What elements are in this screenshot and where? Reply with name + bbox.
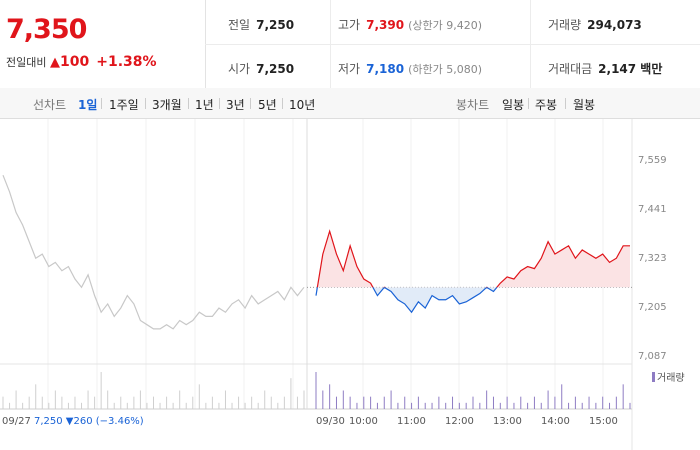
prev-day-date: 09/27 [2, 416, 31, 427]
open-label: 시가 [228, 62, 251, 76]
volume-legend-swatch [652, 372, 655, 382]
separator [528, 98, 529, 109]
period-1d[interactable]: 1일 [78, 98, 98, 112]
trade-amount: 거래대금 2,147 백만 [548, 60, 662, 77]
low-value: 7,180 [366, 62, 405, 76]
period-3m[interactable]: 3개월 [152, 98, 182, 112]
prev-close-label: 전일 [228, 18, 251, 32]
x-tick-label: 10:00 [349, 416, 378, 427]
high-label: 고가 [338, 18, 361, 32]
volume: 거래량 294,073 [548, 16, 642, 33]
x-tick-label: 15:00 [589, 416, 618, 427]
x-tick-label: 12:00 [445, 416, 474, 427]
open-price: 시가 7,250 [228, 60, 294, 77]
separator [282, 98, 283, 109]
low-price: 저가 7,180 (하한가 5,080) [338, 60, 482, 77]
period-5y[interactable]: 5년 [258, 98, 277, 112]
today-down-area [316, 287, 630, 313]
candle-daily[interactable]: 일봉 [502, 98, 525, 112]
upper-limit: (상한가 9,420) [408, 19, 482, 32]
period-10y[interactable]: 10년 [289, 98, 316, 112]
separator [145, 98, 146, 109]
prev-day-price-line [2, 174, 305, 330]
change-value: 100 [59, 54, 90, 70]
y-tick-label: 7,087 [638, 351, 667, 362]
y-tick-label: 7,441 [638, 204, 667, 215]
change-percent: +1.38% [96, 54, 157, 70]
current-price-box: 7,350 전일대비 ▲100 +1.38% [0, 0, 206, 88]
low-label: 저가 [338, 62, 361, 76]
period-selector-bar: 선차트 1일 1주일 3개월 1년 3년 5년 10년 봉차트 일봉 주봉 월봉 [0, 88, 700, 119]
separator [250, 98, 251, 109]
candle-chart-label: 봉차트 [456, 98, 490, 112]
x-tick-label: 11:00 [397, 416, 426, 427]
period-1y[interactable]: 1년 [195, 98, 214, 112]
period-1w[interactable]: 1주일 [109, 98, 139, 112]
line-chart-label: 선차트 [33, 98, 67, 112]
trade-amount-label: 거래대금 [548, 62, 593, 76]
candle-monthly[interactable]: 월봉 [573, 98, 596, 112]
period-3y[interactable]: 3년 [226, 98, 245, 112]
high-price: 고가 7,390 (상한가 9,420) [338, 16, 482, 33]
x-tick-label: 14:00 [541, 416, 570, 427]
prev-day-close: 7,250 ▼260 (−3.46%) [34, 416, 144, 427]
y-tick-label: 7,323 [638, 253, 667, 264]
today-price-line-up [316, 229, 630, 288]
volume-value: 294,073 [587, 18, 642, 32]
price-change-row: 전일대비 ▲100 +1.38% [6, 54, 157, 70]
high-value: 7,390 [366, 18, 405, 32]
separator [188, 98, 189, 109]
x-tick-label: 13:00 [493, 416, 522, 427]
quote-panel: 7,350 전일대비 ▲100 +1.38% 전일 7,250 시가 7,250 고… [0, 0, 700, 89]
separator [219, 98, 220, 109]
today-up-area [316, 231, 630, 288]
up-triangle-icon: ▲ [49, 55, 60, 70]
change-label: 전일대비 [6, 56, 47, 69]
y-tick-label: 7,559 [638, 155, 667, 166]
today-price-line-down [315, 287, 498, 314]
trade-amount-value: 2,147 백만 [598, 62, 663, 76]
separator [565, 98, 566, 109]
prev-close: 전일 7,250 [228, 16, 294, 33]
separator [101, 98, 102, 109]
current-price: 7,350 [6, 14, 87, 45]
divider [205, 44, 700, 45]
intraday-price-chart[interactable]: 7,559 7,441 7,323 7,205 7,087 거래량 09/27 7,250 ▼… [0, 119, 700, 450]
volume-legend-label: 거래량 [657, 372, 685, 384]
today-date: 09/30 [316, 416, 345, 427]
candle-weekly[interactable]: 주봉 [535, 98, 558, 112]
y-tick-label: 7,205 [638, 302, 667, 313]
prev-close-value: 7,250 [256, 18, 295, 32]
lower-limit: (하한가 5,080) [408, 63, 482, 76]
open-value: 7,250 [256, 62, 295, 76]
volume-label: 거래량 [548, 18, 582, 32]
